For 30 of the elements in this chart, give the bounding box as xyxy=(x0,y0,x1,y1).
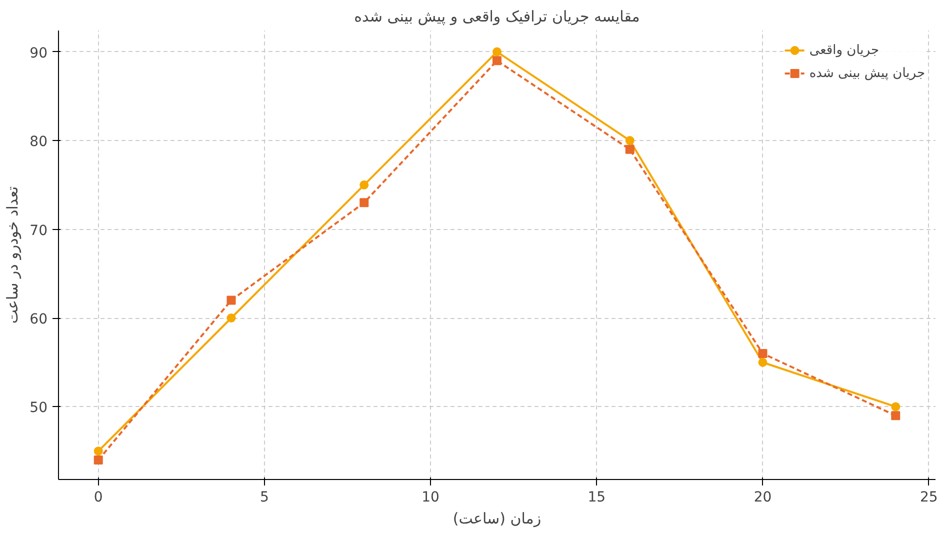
y-tick-label: 70 xyxy=(30,222,48,239)
point xyxy=(891,411,900,420)
x-tick-label: 10 xyxy=(422,490,440,506)
chart-title: مقایسه جریان ترافیک واقعی و پیش بینی شده xyxy=(354,8,640,26)
point xyxy=(226,296,236,305)
y-tick-label: 90 xyxy=(30,45,48,62)
point xyxy=(360,198,369,208)
point xyxy=(625,136,634,146)
point xyxy=(891,402,900,412)
point xyxy=(226,314,236,322)
y-tick-label: 60 xyxy=(30,312,48,328)
x-axis-title: زمان (ساعت) xyxy=(452,510,542,528)
point xyxy=(625,144,634,154)
point xyxy=(492,56,502,66)
legend-label: جریان واقعی xyxy=(809,42,879,58)
x-tick-label: 5 xyxy=(260,490,269,506)
y-tick-label: 50 xyxy=(30,400,48,416)
y-tick-label: 80 xyxy=(30,134,48,150)
legend-label: جریان پیش بینی شده xyxy=(809,66,925,80)
point xyxy=(492,47,502,56)
point xyxy=(758,358,768,367)
point xyxy=(94,455,103,464)
point xyxy=(758,348,768,358)
x-tick-label: 0 xyxy=(94,490,103,506)
x-tick-label: 25 xyxy=(920,490,938,506)
x-tick-label: 20 xyxy=(754,490,772,506)
point xyxy=(94,446,103,456)
y-axis-title: تعداد خودرو در ساعت xyxy=(4,186,22,324)
point xyxy=(360,180,369,190)
x-tick-label: 15 xyxy=(588,490,606,506)
